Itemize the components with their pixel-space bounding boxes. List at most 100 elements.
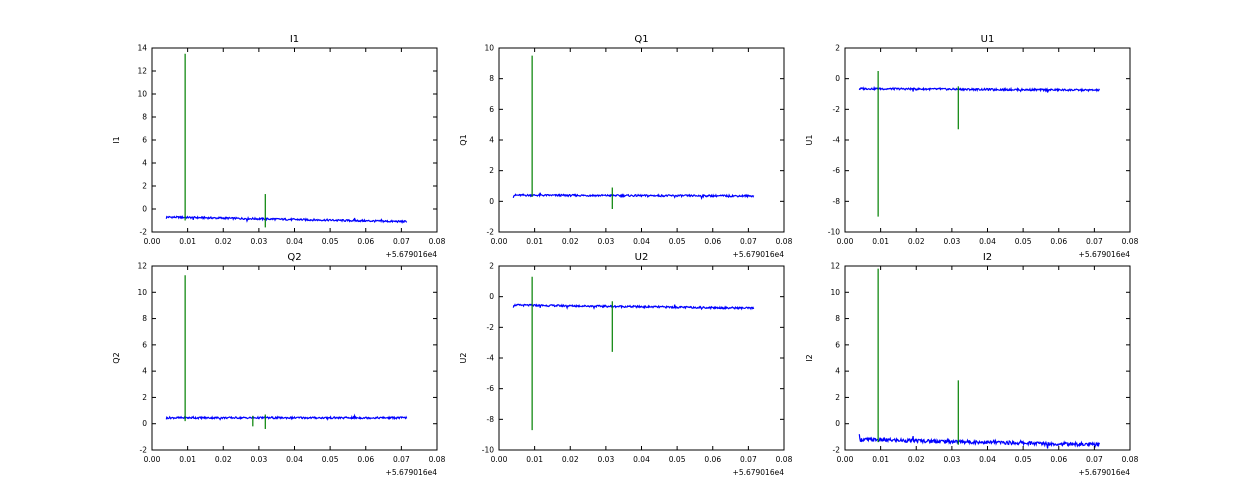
- x-tick-label: 0.00: [491, 237, 508, 246]
- x-tick-label: 0.01: [526, 237, 543, 246]
- x-tick-label: 0.08: [1122, 455, 1139, 464]
- x-tick-label: 0.08: [429, 455, 446, 464]
- subplot-title: U2: [635, 252, 649, 263]
- x-tick-label: 0.07: [740, 237, 757, 246]
- x-tick-label: 0.04: [286, 455, 303, 464]
- x-tick-label: 0.01: [179, 237, 196, 246]
- x-offset-label: +5.679016e4: [386, 250, 438, 259]
- x-tick-label: 0.02: [215, 237, 232, 246]
- subplot-svg: U2 U2 0.00 0.01 0.02 0.03 0.04 0.05 0.06 0.07 0.08…: [459, 252, 793, 477]
- y-tick-label: 8: [142, 314, 147, 323]
- signal-line: [858, 85, 1100, 93]
- x-tick-label: 0.01: [872, 237, 889, 246]
- y-tick-label: 12: [137, 262, 147, 271]
- x-tick-label: 0.03: [944, 455, 961, 464]
- x-tick-label: 0.03: [598, 455, 615, 464]
- subplot-svg: U1 U1 0.00 0.01 0.02 0.03 0.04 0.05 0.06 0.07 0.08…: [805, 34, 1139, 259]
- y-tick-label: -2: [487, 323, 495, 332]
- x-tick-label: 0.08: [429, 237, 446, 246]
- y-axis-label: I1: [112, 136, 121, 143]
- y-tick-label: 0: [489, 292, 494, 301]
- x-offset-label: +5.679016e4: [386, 468, 438, 477]
- signal-line: [165, 215, 408, 224]
- y-tick-label: 10: [137, 90, 147, 99]
- y-tick-label: 0: [142, 419, 147, 428]
- y-tick-label: 0: [142, 205, 147, 214]
- y-tick-label: 8: [835, 314, 840, 323]
- x-tick-label: 0.04: [979, 237, 996, 246]
- y-tick-label: 2: [142, 182, 147, 191]
- x-tick-label: 0.05: [1015, 455, 1032, 464]
- signal-line: [858, 434, 1101, 449]
- y-tick-label: -10: [828, 228, 840, 237]
- x-tick-label: 0.04: [979, 455, 996, 464]
- y-tick-label: -8: [487, 415, 495, 424]
- y-tick-label: -8: [833, 197, 841, 206]
- y-tick-label: 8: [489, 74, 494, 83]
- x-tick-label: 0.06: [357, 455, 374, 464]
- y-axis-label: U1: [805, 135, 814, 146]
- x-tick-label: 0.00: [837, 237, 854, 246]
- x-offset-label: +5.679016e4: [733, 250, 785, 259]
- y-tick-label: 2: [142, 393, 147, 402]
- subplot-title: I1: [290, 34, 299, 45]
- subplot-title: U1: [981, 34, 995, 45]
- signal-line: [512, 192, 755, 201]
- y-tick-label: 6: [835, 340, 840, 349]
- x-tick-label: 0.02: [908, 455, 925, 464]
- x-tick-label: 0.02: [215, 455, 232, 464]
- y-tick-label: -10: [482, 446, 494, 455]
- y-tick-label: -4: [833, 136, 841, 145]
- x-tick-label: 0.04: [633, 237, 650, 246]
- y-tick-label: 2: [489, 166, 494, 175]
- y-tick-label: 10: [484, 44, 494, 53]
- y-tick-label: 10: [137, 288, 147, 297]
- subplot-svg: Q1 Q1 0.00 0.01 0.02 0.03 0.04 0.05 0.06 0.07 0.08…: [459, 34, 793, 259]
- x-offset-label: +5.679016e4: [1079, 250, 1131, 259]
- x-tick-label: 0.07: [393, 237, 410, 246]
- x-tick-label: 0.05: [669, 237, 686, 246]
- x-tick-label: 0.07: [740, 455, 757, 464]
- x-tick-label: 0.07: [1086, 455, 1103, 464]
- y-tick-label: 4: [835, 367, 840, 376]
- y-tick-label: -2: [140, 228, 148, 237]
- x-tick-label: 0.02: [908, 237, 925, 246]
- signal-line: [165, 413, 408, 421]
- y-tick-label: 10: [830, 288, 840, 297]
- subplot-title: I2: [983, 252, 992, 263]
- y-tick-label: 12: [830, 262, 840, 271]
- x-tick-label: 0.08: [1122, 237, 1139, 246]
- x-tick-label: 0.05: [669, 455, 686, 464]
- y-tick-label: -6: [833, 166, 841, 175]
- x-tick-label: 0.01: [872, 455, 889, 464]
- axes-frame: [151, 47, 438, 233]
- y-tick-label: 6: [142, 136, 147, 145]
- y-tick-label: 2: [835, 44, 840, 53]
- axes-frame: [844, 265, 1131, 451]
- x-tick-label: 0.08: [776, 237, 793, 246]
- subplot-svg: I1 I1 0.00 0.01 0.02 0.03 0.04 0.05 0.06 0.07 0.08…: [112, 34, 446, 259]
- y-tick-label: 6: [142, 340, 147, 349]
- y-tick-label: 6: [489, 105, 494, 114]
- x-tick-label: 0.03: [251, 237, 268, 246]
- x-tick-label: 0.01: [179, 455, 196, 464]
- x-tick-label: 0.06: [704, 237, 721, 246]
- subplot-u2: U2 U2 0.00 0.01 0.02 0.03 0.04 0.05 0.06 0.07 0.08…: [452, 248, 799, 483]
- x-tick-label: 0.02: [562, 455, 579, 464]
- subplot-q1: Q1 Q1 0.00 0.01 0.02 0.03 0.04 0.05 0.06 0.07 0.08…: [452, 30, 799, 265]
- y-tick-label: 4: [142, 367, 147, 376]
- x-tick-label: 0.06: [357, 237, 374, 246]
- subplot-i1: I1 I1 0.00 0.01 0.02 0.03 0.04 0.05 0.06 0.07 0.08…: [105, 30, 452, 265]
- x-tick-label: 0.00: [144, 237, 161, 246]
- y-tick-label: -2: [833, 446, 841, 455]
- x-tick-label: 0.05: [1015, 237, 1032, 246]
- x-tick-label: 0.07: [393, 455, 410, 464]
- x-offset-label: +5.679016e4: [1079, 468, 1131, 477]
- x-tick-label: 0.00: [144, 455, 161, 464]
- subplot-q2: Q2 Q2 0.00 0.01 0.02 0.03 0.04 0.05 0.06 0.07 0.08…: [105, 248, 452, 483]
- subplot-title: Q2: [287, 252, 301, 263]
- x-tick-label: 0.05: [322, 455, 339, 464]
- x-offset-label: +5.679016e4: [733, 468, 785, 477]
- subplot-svg: Q2 Q2 0.00 0.01 0.02 0.03 0.04 0.05 0.06 0.07 0.08…: [112, 252, 446, 477]
